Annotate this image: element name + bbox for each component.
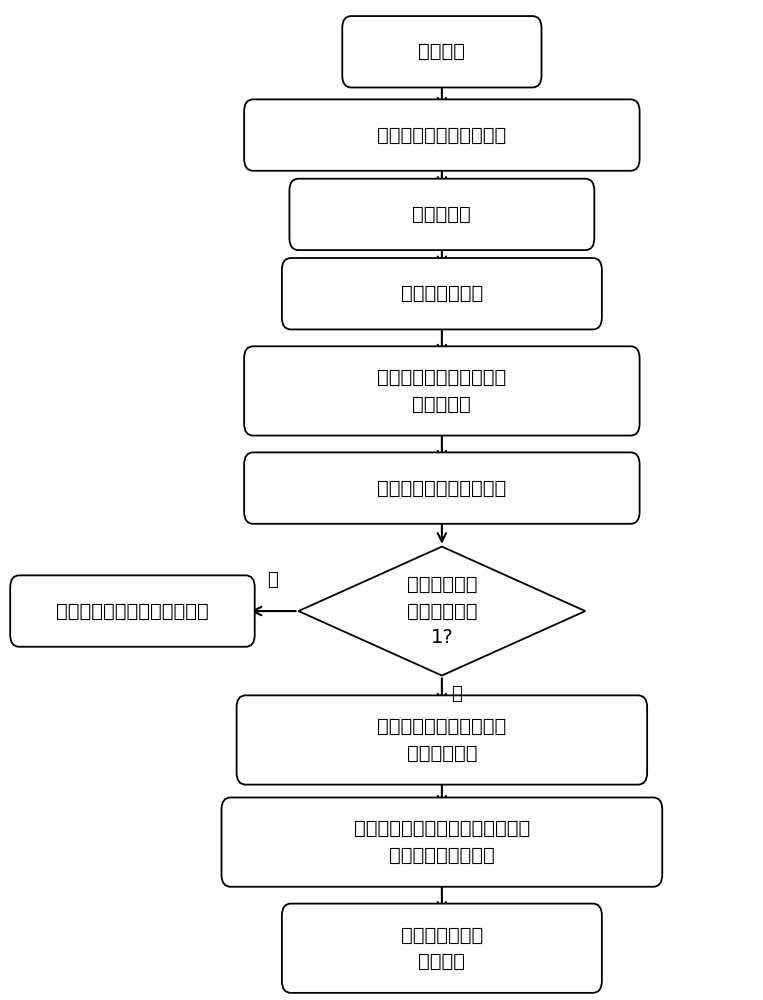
FancyBboxPatch shape [282,258,602,329]
Text: 否: 否 [267,571,278,589]
Text: 与实际重合闸行波波形进行比较，
找出距离最小的区段: 与实际重合闸行波波形进行比较， 找出距离最小的区段 [354,819,530,865]
Polygon shape [298,547,585,676]
FancyBboxPatch shape [221,798,662,887]
FancyBboxPatch shape [237,695,647,785]
FancyBboxPatch shape [10,575,255,647]
Text: 是: 是 [451,685,462,703]
Text: 确定唯一故障位置，完成定位: 确定唯一故障位置，完成定位 [56,602,209,621]
Text: 故障发生: 故障发生 [418,42,465,61]
Text: 进行重合闸: 进行重合闸 [413,205,472,224]
Text: 仿真每一故障区段处的重
合闸行波波形: 仿真每一故障区段处的重 合闸行波波形 [377,717,507,763]
Text: 可能存在故障
的区段数大于
1?: 可能存在故障 的区段数大于 1? [407,575,477,647]
FancyBboxPatch shape [244,99,639,171]
Text: 确定故障位置，
完成定位: 确定故障位置， 完成定位 [401,925,483,971]
FancyBboxPatch shape [282,904,602,993]
FancyBboxPatch shape [343,16,542,87]
FancyBboxPatch shape [244,346,639,436]
Text: 确定可能存在故障的区段: 确定可能存在故障的区段 [377,479,507,498]
Text: 断路器切断与母线的连接: 断路器切断与母线的连接 [377,126,507,145]
Text: 故障测距元件计算故障与
母线的距离: 故障测距元件计算故障与 母线的距离 [377,368,507,414]
FancyBboxPatch shape [244,452,639,524]
Text: 记录重合闸行波: 记录重合闸行波 [401,284,483,303]
FancyBboxPatch shape [289,179,594,250]
